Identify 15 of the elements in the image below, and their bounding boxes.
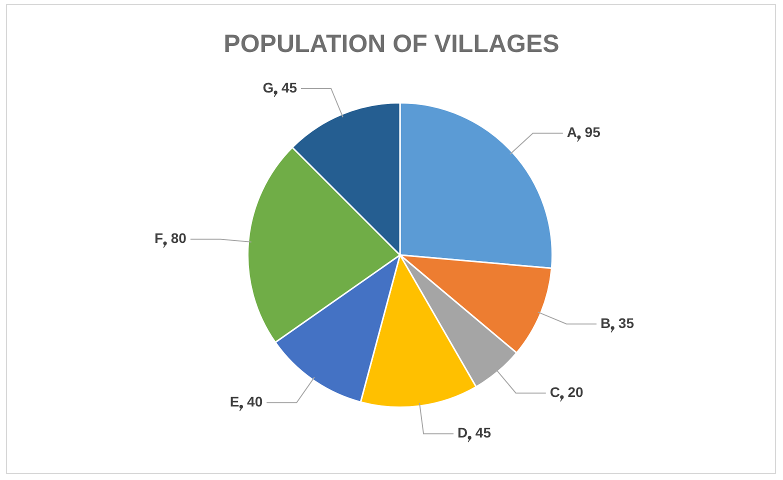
slice-label: B [600, 314, 611, 331]
data-label: 80 [170, 230, 187, 246]
slice-label: E [230, 394, 240, 410]
data-label: 95 [584, 124, 601, 140]
slice-label: G [262, 79, 274, 96]
data-label: 40 [247, 394, 263, 410]
chart-title: POPULATION OF VILLAGES [222, 30, 560, 59]
slice-label: F [154, 230, 164, 246]
data-label: 45 [475, 424, 492, 441]
slice-label: A [566, 124, 578, 140]
data-label: 45 [281, 79, 298, 96]
slice-label: C [550, 384, 560, 400]
data-label: 35 [618, 314, 634, 331]
slice-label: D [458, 424, 468, 441]
data-label: 20 [568, 384, 584, 400]
